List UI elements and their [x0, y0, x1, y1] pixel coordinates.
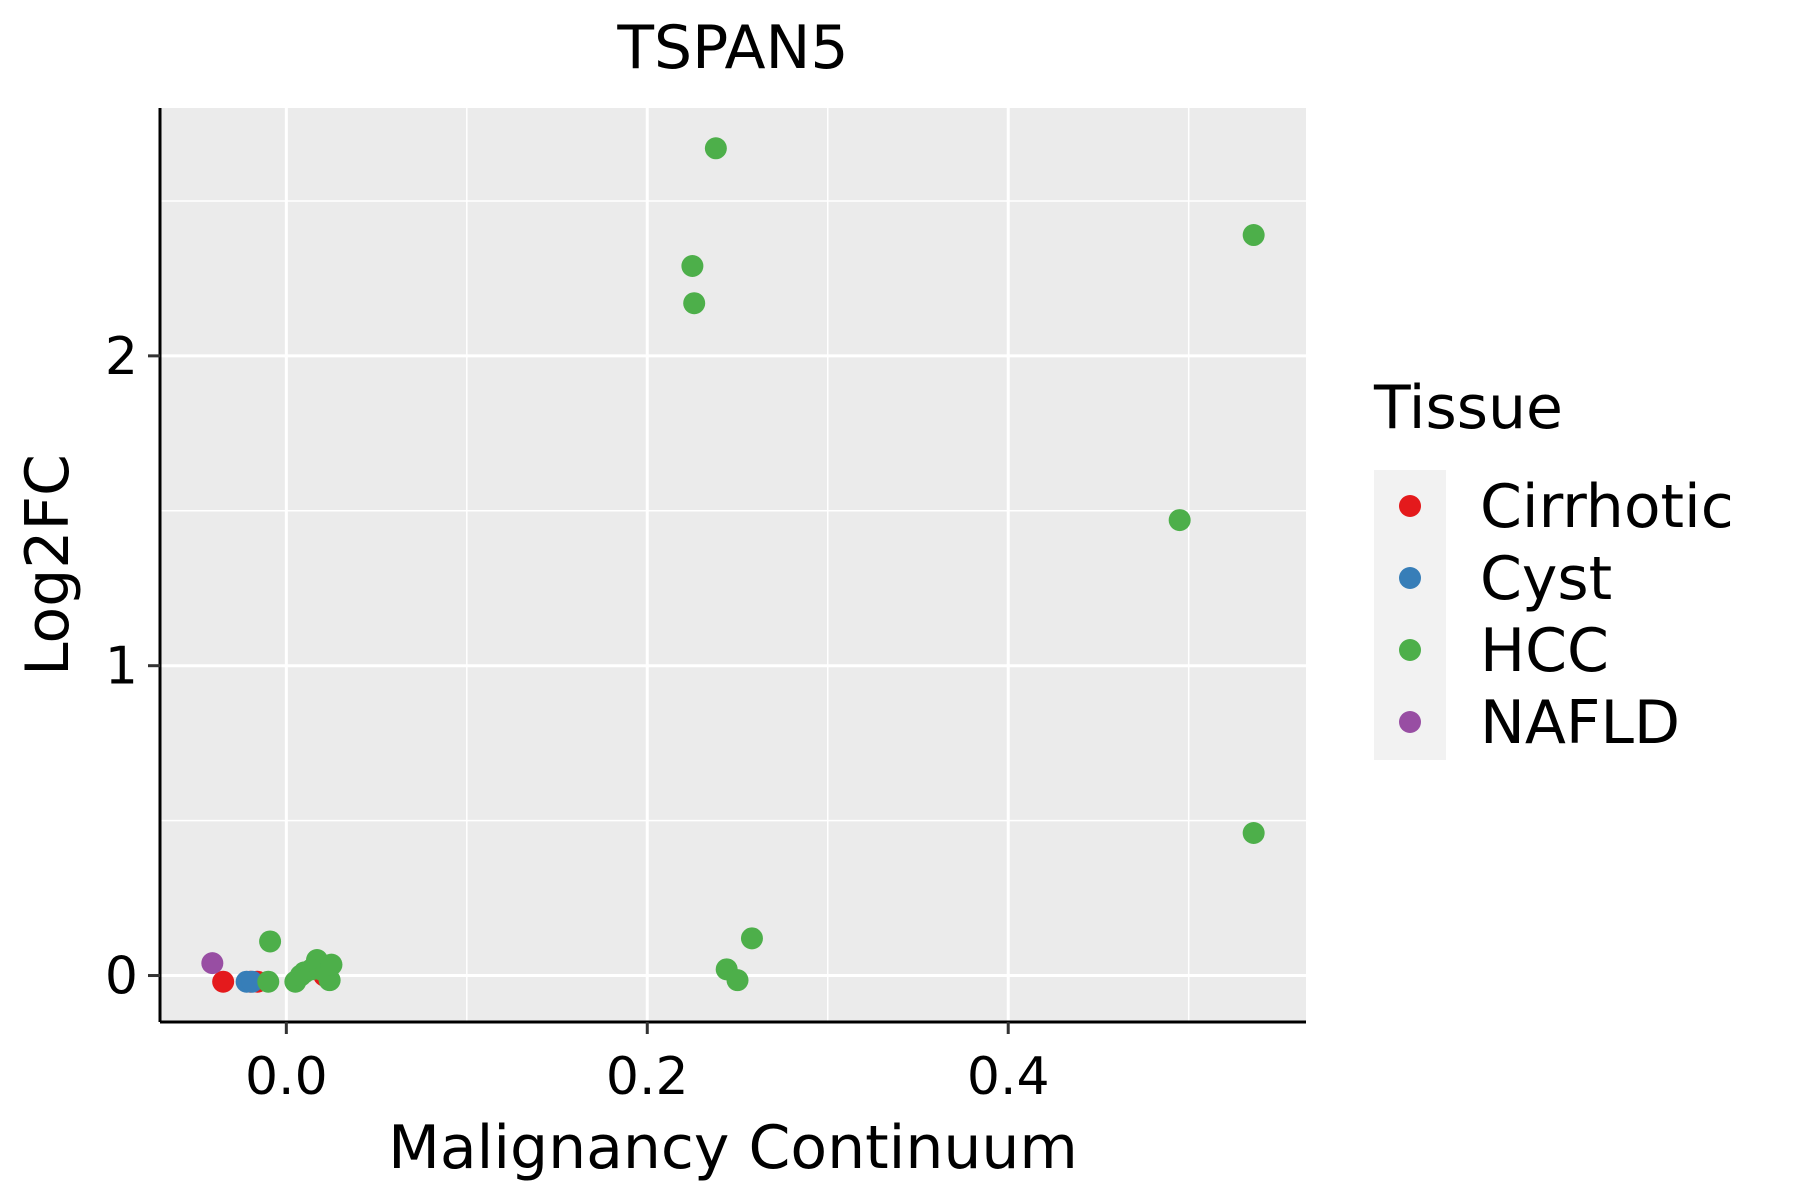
grid-major [160, 108, 1306, 1022]
point-hcc [681, 255, 704, 278]
point-hcc [1242, 822, 1265, 845]
y-axis-label: Log2FC [13, 454, 83, 676]
y-axis-ticks: 0 1 2 [105, 327, 160, 1007]
point-hcc [726, 969, 749, 992]
x-axis-ticks: 0.0 0.2 0.4 [245, 1022, 1050, 1107]
point-hcc [1168, 509, 1191, 532]
legend-key-cirrhotic [1399, 495, 1421, 517]
point-nafld [201, 952, 224, 975]
point-hcc [259, 930, 282, 953]
data-points [201, 137, 1265, 993]
point-cyst [241, 970, 264, 993]
legend-key-nafld [1399, 711, 1421, 733]
point-hcc [683, 292, 706, 315]
point-hcc [257, 970, 280, 993]
plot-panel [160, 108, 1306, 1022]
grid-minor [160, 108, 1306, 1022]
point-hcc [320, 953, 343, 976]
point-hcc [704, 137, 727, 160]
y-tick-label: 0 [105, 947, 138, 1007]
legend-label-nafld: NAFLD [1480, 688, 1680, 758]
legend-key-cyst [1399, 567, 1421, 589]
legend-label-cirrhotic: Cirrhotic [1480, 472, 1734, 542]
x-tick-label: 0.4 [967, 1047, 1050, 1107]
x-axis-label: Malignancy Continuum [388, 1113, 1078, 1183]
legend-label-hcc: HCC [1480, 616, 1609, 686]
point-hcc [740, 927, 763, 950]
chart-title: TSPAN5 [616, 13, 848, 83]
x-tick-label: 0.2 [606, 1047, 689, 1107]
legend-key-hcc [1399, 639, 1421, 661]
legend-label-cyst: Cyst [1480, 544, 1612, 614]
y-tick-label: 2 [105, 327, 138, 387]
y-tick-label: 1 [105, 637, 138, 697]
point-cirrhotic [212, 970, 235, 993]
x-tick-label: 0.0 [245, 1047, 328, 1107]
point-hcc [1242, 224, 1265, 247]
legend-title: Tissue [1373, 373, 1563, 443]
